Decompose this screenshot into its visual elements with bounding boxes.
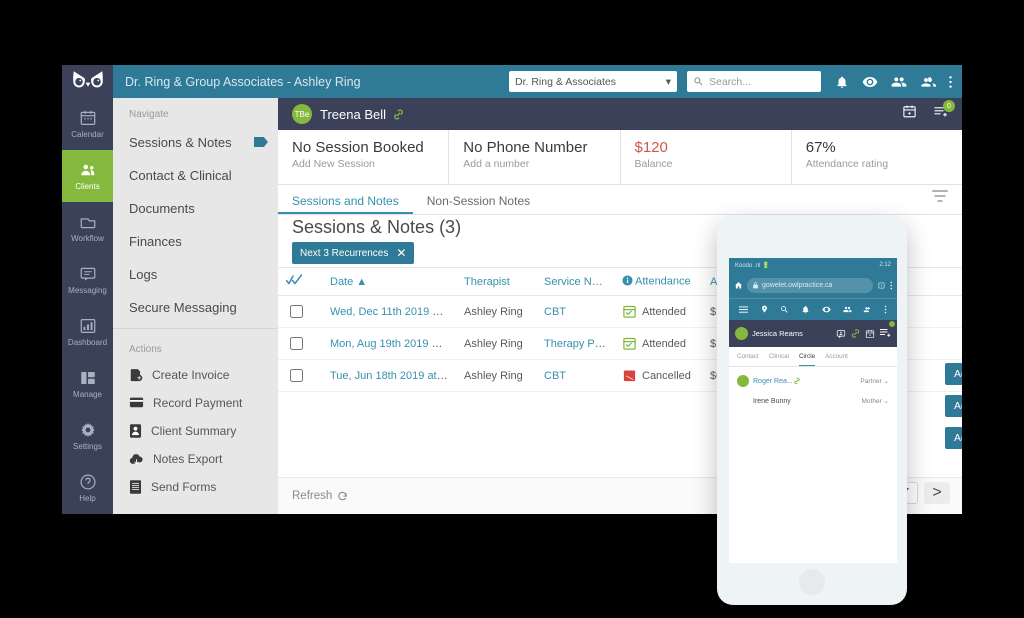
svg-text:1: 1 bbox=[880, 283, 882, 287]
